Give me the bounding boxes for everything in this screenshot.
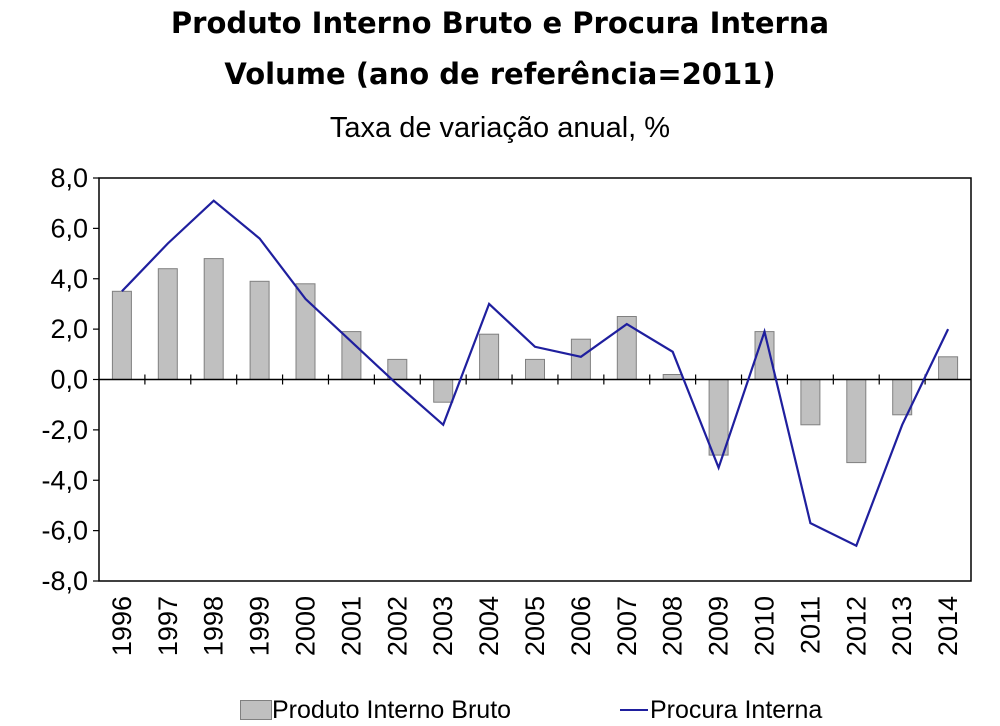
legend-item-procura: Procura Interna: [620, 696, 822, 724]
legend-swatch-bar: [240, 700, 272, 720]
x-ticks-group: [144, 374, 926, 385]
y-tick-label: -4,0: [41, 465, 88, 495]
bar-2011: [800, 379, 821, 426]
y-tick-label: -6,0: [41, 516, 88, 546]
x-tick-label: 2006: [566, 596, 596, 656]
line-procura-interna: [121, 199, 950, 548]
bar-1996: [111, 290, 132, 380]
line-group: [121, 199, 950, 548]
bar-2003: [433, 379, 454, 403]
bars-group: [111, 258, 959, 464]
x-tick-label: 2012: [841, 596, 871, 656]
legend-item-pib: Produto Interno Bruto: [240, 696, 511, 724]
x-tick-label: 2005: [520, 596, 550, 656]
bar-2006: [570, 338, 591, 381]
x-tick-label: 2001: [336, 596, 366, 656]
x-tick-label: 1996: [107, 596, 137, 656]
x-tick-label: 1998: [199, 596, 229, 656]
bar-2007: [616, 316, 637, 380]
y-tick-label: 0,0: [50, 365, 88, 395]
x-tick-label: 2002: [382, 596, 412, 656]
x-tick-label: 2003: [428, 596, 458, 656]
y-tick-label: -8,0: [41, 566, 88, 596]
legend-swatch-line: [620, 709, 648, 711]
bar-2009: [708, 379, 729, 456]
bar-1999: [249, 280, 270, 380]
chart-subtitle: Volume (ano de referência=2011): [224, 57, 776, 91]
x-tick-label: 2011: [795, 596, 825, 654]
x-tick-label: 2014: [933, 596, 963, 656]
bar-2001: [341, 331, 362, 381]
x-tick-label: 2004: [474, 596, 504, 656]
bar-2002: [387, 358, 408, 380]
bar-1998: [203, 258, 224, 381]
legend-label-procura: Procura Interna: [650, 695, 823, 724]
bar-2005: [525, 358, 545, 380]
y-tick-label: 6,0: [50, 213, 88, 243]
bar-2004: [479, 333, 500, 381]
y-tick-label: -2,0: [41, 415, 88, 445]
x-tick-label: 2009: [704, 596, 734, 656]
y-tick-label: 8,0: [50, 163, 88, 193]
bar-1997: [157, 268, 178, 381]
x-tick-label: 2010: [749, 596, 779, 656]
x-tick-label: 1999: [245, 596, 275, 656]
bar-2012: [846, 379, 867, 464]
x-tick-label: 2007: [612, 596, 642, 656]
chart-unit-caption: Taxa de variação anual, %: [329, 112, 671, 144]
x-tick-label: 2013: [887, 596, 917, 656]
legend-label-pib: Produto Interno Bruto: [272, 695, 512, 724]
y-axis-labels: 8,0 6,0 4,0 2,0 0,0 -2,0 -4,0 -6,0 -8,0: [41, 163, 99, 596]
x-axis-labels: 1996 1997 1998 1999 2000 2001 2002 2003 2004 2005…: [107, 596, 963, 656]
y-tick-label: 2,0: [50, 314, 88, 344]
x-tick-label: 2008: [658, 596, 688, 656]
y-tick-label: 4,0: [50, 264, 88, 294]
x-tick-label: 2000: [291, 596, 321, 656]
x-tick-label: 1997: [153, 596, 183, 656]
bar-2014: [938, 356, 959, 380]
chart-title: Produto Interno Bruto e Procura Interna: [170, 6, 830, 40]
